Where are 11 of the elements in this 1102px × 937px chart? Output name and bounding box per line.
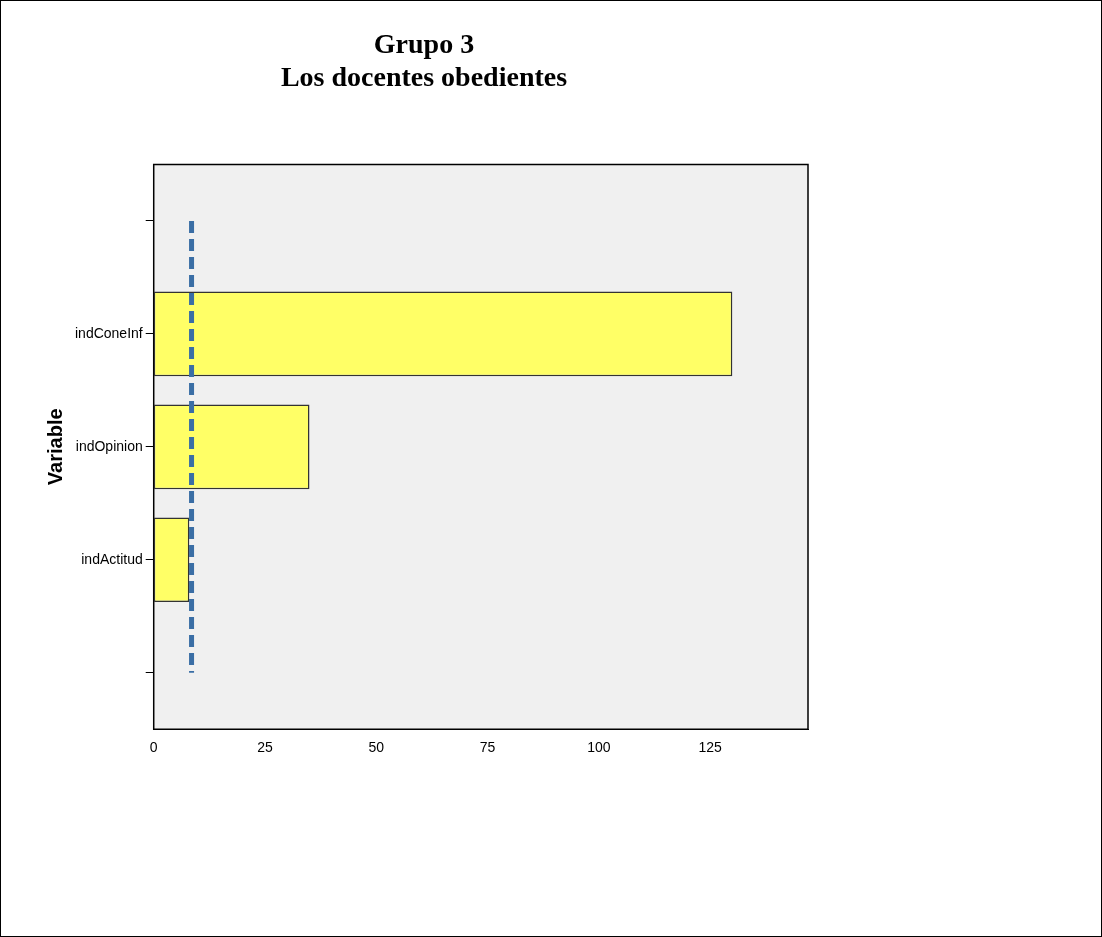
x-tick-label: 50 — [368, 739, 385, 756]
x-tick-label: 75 — [479, 739, 496, 756]
x-tick-label: 0 — [149, 739, 158, 756]
y-tick-label: indOpinion — [75, 437, 143, 454]
chart-title: Grupo 3 Los docentes obedientes — [280, 28, 568, 92]
y-axis-title: Variable — [43, 408, 66, 486]
x-tick-label: 100 — [587, 739, 611, 756]
x-tick-label: 25 — [257, 739, 273, 756]
x-tick-label: 125 — [698, 739, 722, 756]
y-tick-label: indActitud — [81, 550, 143, 567]
y-tick-label: indConeInf — [75, 324, 143, 341]
